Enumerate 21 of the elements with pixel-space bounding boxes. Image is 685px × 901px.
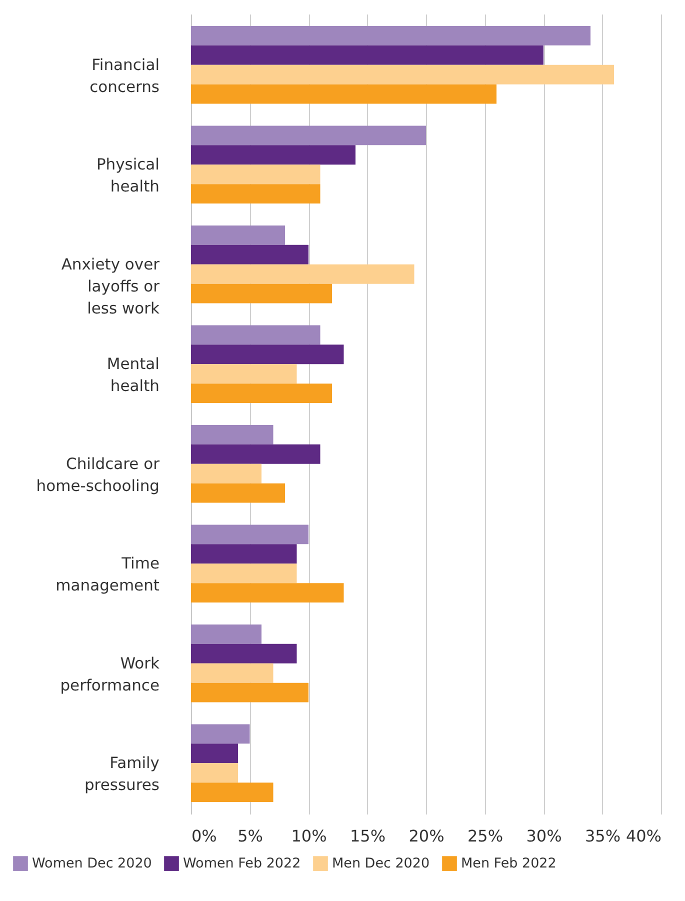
y-tick-label: Financial concerns (90, 56, 160, 96)
legend-label: Men Feb 2022 (461, 856, 556, 872)
legend-label: Women Dec 2020 (32, 856, 152, 872)
y-tick-label: Family pressures (84, 754, 160, 794)
x-tick-label: 35% (584, 826, 621, 846)
legend-label: Women Feb 2022 (183, 856, 301, 872)
x-tick-label: 0% (192, 826, 217, 846)
y-tick-label: Childcare or home-schooling (36, 454, 160, 495)
y-tick-label: Mental health (106, 355, 160, 396)
x-tick-label: 25% (467, 826, 504, 846)
y-tick-label: Physical health (96, 156, 160, 196)
y-tick-label: Work performance (60, 654, 160, 694)
x-tick-label: 10% (291, 826, 327, 846)
legend-label: Men Dec 2020 (332, 856, 430, 872)
x-tick-label: 15% (350, 826, 386, 846)
x-tick-label: 5% (238, 826, 263, 846)
y-tick-label: Time management (56, 554, 160, 595)
x-tick-label: 20% (408, 826, 444, 846)
x-tick-label: 30% (526, 826, 562, 846)
x-tick-label: 40% (626, 826, 662, 846)
y-tick-label: Anxiety over layoffs or less work (61, 255, 160, 318)
